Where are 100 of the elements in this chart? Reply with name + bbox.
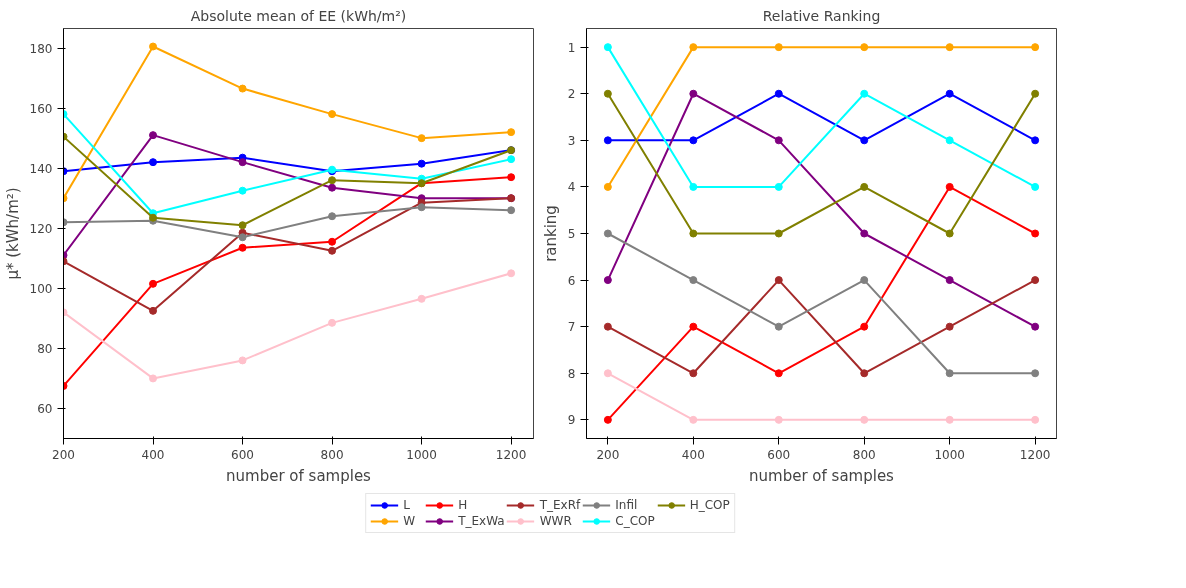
point bbox=[603, 322, 612, 331]
x-tick-label: 1200 bbox=[495, 447, 527, 462]
x-tick-label: 200 bbox=[596, 447, 620, 462]
point bbox=[1031, 276, 1040, 285]
point bbox=[774, 43, 783, 52]
point bbox=[603, 136, 612, 145]
point bbox=[328, 237, 337, 246]
point bbox=[417, 294, 426, 303]
point bbox=[945, 276, 954, 285]
point bbox=[689, 182, 698, 191]
point bbox=[1031, 136, 1040, 145]
x-tick-label: 1000 bbox=[406, 447, 437, 462]
point bbox=[603, 89, 612, 98]
y-tick-label: 100 bbox=[29, 281, 53, 296]
legend-label: C_COP bbox=[615, 514, 655, 528]
point bbox=[1031, 43, 1040, 52]
point bbox=[1031, 415, 1040, 424]
point bbox=[774, 369, 783, 378]
point bbox=[149, 131, 158, 140]
y-tick-label: 4 bbox=[567, 180, 576, 195]
legend-label: T_ExWa bbox=[458, 514, 505, 528]
point bbox=[689, 229, 698, 238]
point bbox=[328, 176, 337, 185]
y-tick-label: 180 bbox=[29, 41, 53, 56]
point bbox=[945, 136, 954, 145]
point bbox=[689, 89, 698, 98]
y-tick-label: 5 bbox=[567, 227, 576, 241]
y-axis-title: μ* (kWh/m²) bbox=[3, 187, 22, 280]
x-axis-title: number of samples bbox=[226, 466, 372, 485]
point bbox=[945, 415, 954, 424]
point bbox=[945, 43, 954, 52]
point bbox=[238, 221, 247, 230]
legend-label: H_COP bbox=[689, 498, 730, 512]
point bbox=[689, 136, 698, 145]
point bbox=[860, 136, 869, 145]
point bbox=[603, 43, 612, 52]
point bbox=[238, 84, 247, 93]
point bbox=[774, 89, 783, 98]
point bbox=[603, 415, 612, 424]
point bbox=[507, 269, 516, 278]
point bbox=[603, 369, 612, 378]
point bbox=[328, 318, 337, 327]
x-tick-label: 800 bbox=[320, 447, 344, 462]
point bbox=[149, 279, 158, 288]
point bbox=[774, 229, 783, 238]
point bbox=[860, 322, 869, 331]
point bbox=[774, 415, 783, 424]
point bbox=[774, 276, 783, 285]
point bbox=[507, 155, 516, 164]
x-axis-title: number of samples bbox=[749, 466, 895, 485]
point bbox=[328, 110, 337, 119]
legend-label: H bbox=[458, 498, 469, 512]
point bbox=[774, 322, 783, 331]
legend-label: L bbox=[403, 498, 411, 512]
chart-title: Absolute mean of EE (kWh/m²) bbox=[190, 7, 407, 24]
y-tick-label: 160 bbox=[29, 101, 53, 116]
point bbox=[1031, 322, 1040, 331]
point bbox=[689, 322, 698, 331]
point bbox=[860, 89, 869, 98]
y-axis-title: ranking bbox=[541, 205, 560, 262]
point bbox=[1031, 229, 1040, 238]
point bbox=[860, 182, 869, 191]
point bbox=[238, 186, 247, 195]
point bbox=[149, 42, 158, 51]
point bbox=[1031, 182, 1040, 191]
point bbox=[328, 183, 337, 192]
x-tick-label: 1200 bbox=[1019, 447, 1051, 462]
x-tick-label: 200 bbox=[52, 447, 75, 462]
point bbox=[149, 158, 158, 167]
point bbox=[238, 158, 247, 167]
point bbox=[507, 173, 516, 182]
point bbox=[238, 356, 247, 365]
point bbox=[945, 369, 954, 378]
y-tick-label: 3 bbox=[567, 133, 576, 148]
point bbox=[860, 369, 869, 378]
point bbox=[149, 374, 158, 383]
point bbox=[945, 182, 954, 191]
point bbox=[603, 182, 612, 191]
point bbox=[603, 276, 612, 285]
x-tick-label: 600 bbox=[767, 447, 791, 462]
y-tick-label: 140 bbox=[29, 161, 53, 176]
x-tick-label: 1000 bbox=[934, 447, 965, 462]
point bbox=[945, 322, 954, 331]
chart-title: Relative Ranking bbox=[762, 7, 881, 24]
y-tick-label: 80 bbox=[37, 341, 53, 356]
point bbox=[328, 246, 337, 255]
point bbox=[603, 229, 612, 238]
point bbox=[774, 136, 783, 145]
point bbox=[689, 369, 698, 378]
point bbox=[507, 206, 516, 215]
legend-label: T_ExRf bbox=[539, 498, 581, 512]
point bbox=[689, 43, 698, 52]
x-tick-label: 400 bbox=[681, 447, 705, 462]
point bbox=[417, 203, 426, 212]
point bbox=[417, 159, 426, 168]
point bbox=[860, 229, 869, 238]
point bbox=[1031, 369, 1040, 378]
y-tick-label: 7 bbox=[567, 320, 576, 335]
point bbox=[689, 415, 698, 424]
point bbox=[238, 233, 247, 242]
